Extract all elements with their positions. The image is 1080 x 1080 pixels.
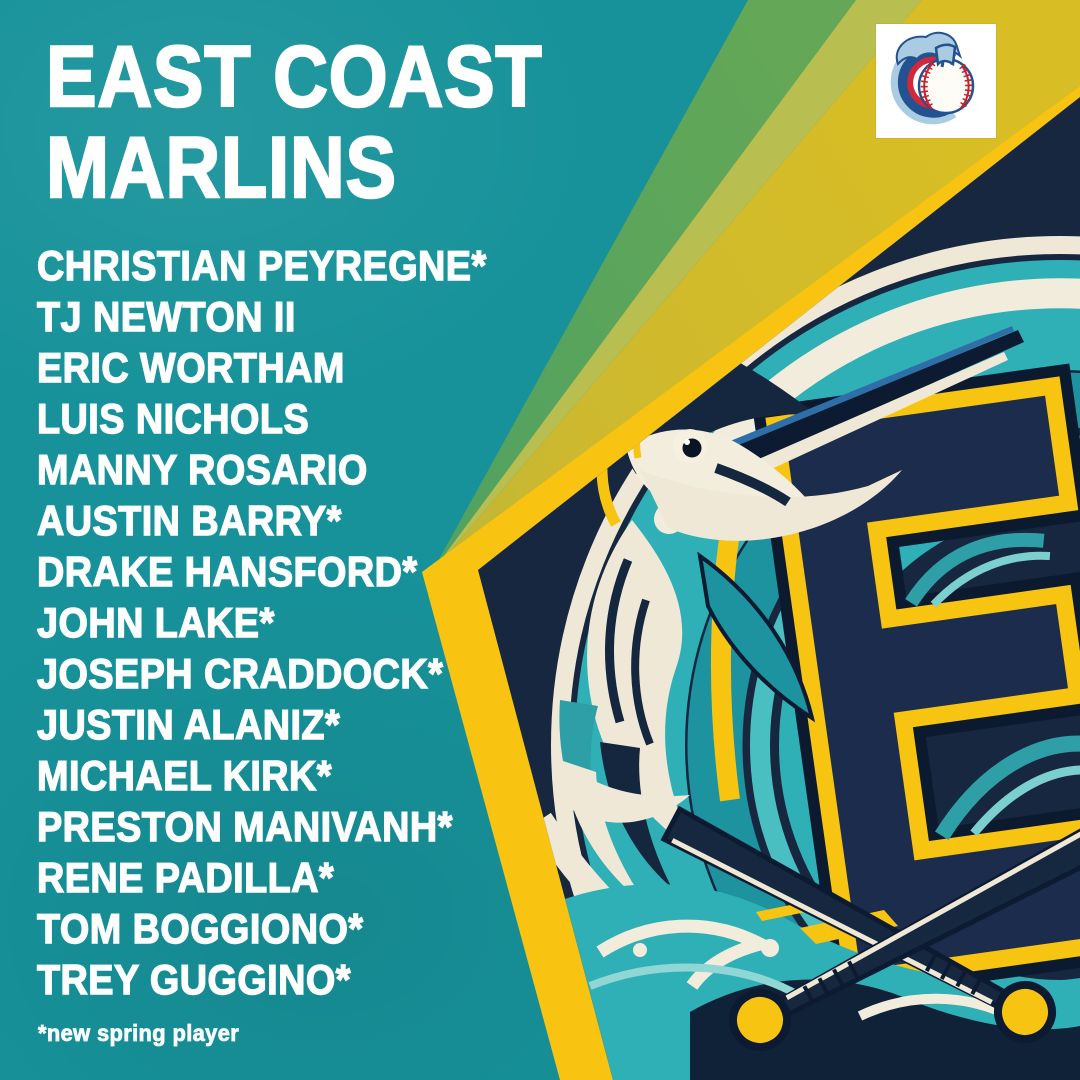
roster-player: PRESTON MANIVANH* (36, 802, 453, 850)
roster-player: CHRISTIAN PEYREGNE* (36, 241, 487, 289)
roster-player: MICHAEL KIRK* (36, 751, 332, 799)
roster-player: AUSTIN BARRY* (36, 496, 342, 544)
roster-player: DRAKE HANSFORD* (36, 547, 418, 595)
roster-player: MANNY ROSARIO (36, 445, 368, 493)
roster-player: RENE PADILLA* (36, 853, 335, 901)
baseball-grip-c-logo-icon (890, 31, 975, 125)
roster-player: JOSEPH CRADDOCK* (36, 649, 444, 697)
roster-list: CHRISTIAN PEYREGNE* TJ NEWTON II ERIC WORT… (36, 240, 487, 1005)
footnote: *new spring player (38, 1020, 240, 1047)
hand-icon (895, 31, 963, 68)
title-line-2: MARLINS (45, 120, 397, 216)
roster-player: TJ NEWTON II (36, 292, 296, 340)
roster-player: TREY GUGGINO* (36, 955, 351, 1003)
league-logo (876, 24, 996, 138)
roster-player: LUIS NICHOLS (36, 394, 310, 442)
roster-player: TOM BOGGIONO* (36, 904, 364, 952)
roster-player: JOHN LAKE* (36, 598, 275, 646)
roster-player: JUSTIN ALANIZ* (36, 700, 341, 748)
title-line-1: EAST COAST (45, 29, 543, 125)
roster-player: ERIC WORTHAM (36, 343, 345, 391)
page-title: EAST COAST MARLINS (45, 29, 543, 216)
